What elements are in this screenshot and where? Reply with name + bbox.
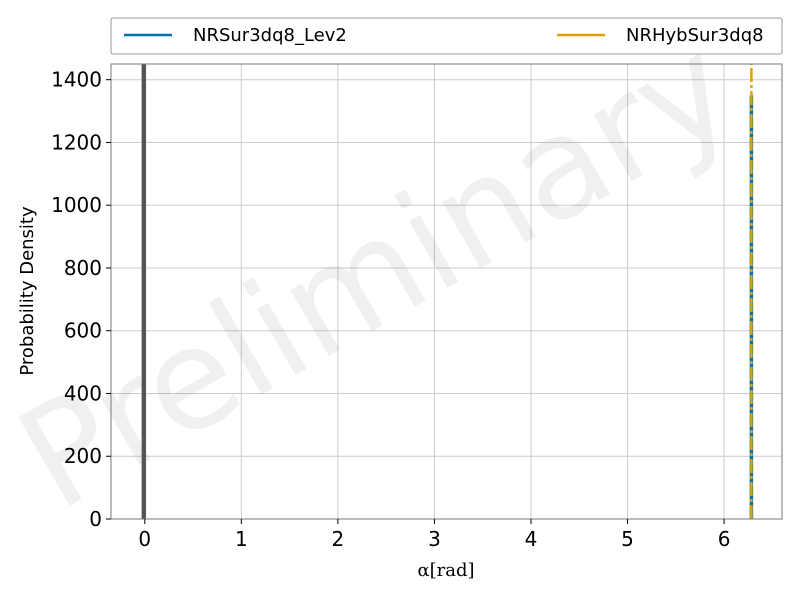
y-tick-label: 1400 <box>51 68 102 92</box>
legend-frame <box>110 17 783 55</box>
x-tick-label: 6 <box>718 527 731 551</box>
plot-frame <box>110 63 783 520</box>
y-tick-label: 0 <box>89 507 102 531</box>
y-axis-label: Probability Density <box>17 206 38 376</box>
x-tick-label: 1 <box>235 527 248 551</box>
legend-label-nrsur3dq8-lev2: NRSur3dq8_Lev2 <box>193 25 347 46</box>
y-tick-label: 800 <box>64 256 102 280</box>
legend: NRSur3dq8_Lev2 NRHybSur3dq8 <box>110 17 783 55</box>
reference-lines <box>141 64 147 519</box>
y-tick-label: 400 <box>64 381 102 405</box>
x-axis-ticks: 0 1 2 3 4 5 6 <box>138 519 730 551</box>
x-axis-label: α[rad] <box>417 560 474 581</box>
x-tick-label: 0 <box>138 527 151 551</box>
x-tick-label: 5 <box>621 527 634 551</box>
x-tick-label: 2 <box>332 527 345 551</box>
legend-label-nrhybsur3dq8: NRHybSur3dq8 <box>626 25 764 46</box>
x-tick-label: 3 <box>428 527 441 551</box>
y-tick-label: 200 <box>64 444 102 468</box>
plot-area <box>111 64 782 519</box>
y-tick-label: 1000 <box>51 193 102 217</box>
y-tick-label: 600 <box>64 319 102 343</box>
y-axis-ticks: 0 200 400 600 800 1000 1200 1400 <box>51 68 111 531</box>
y-tick-label: 1200 <box>51 130 102 154</box>
x-tick-label: 4 <box>525 527 538 551</box>
